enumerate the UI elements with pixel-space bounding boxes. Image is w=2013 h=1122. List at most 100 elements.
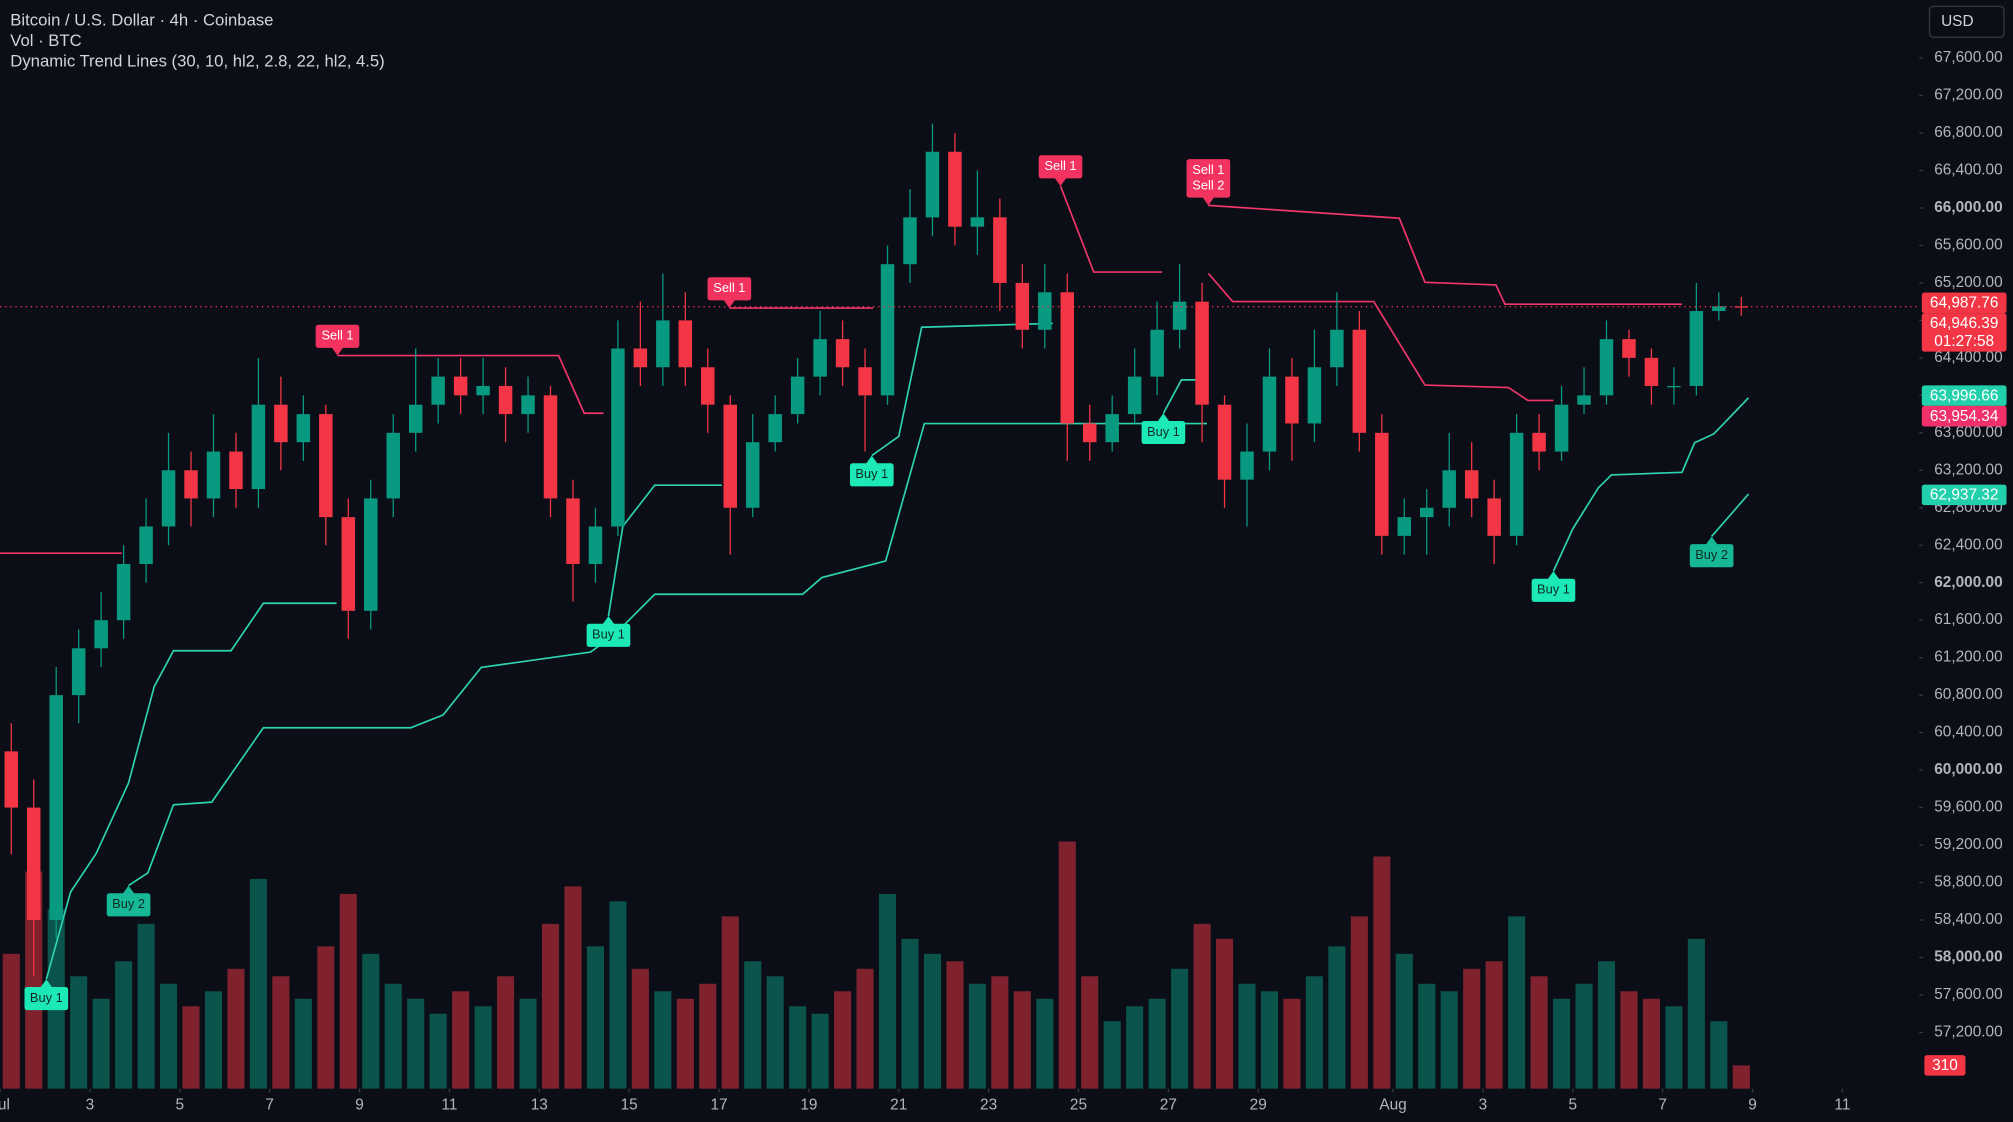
volume-bar xyxy=(1148,998,1166,1089)
signal-pointer xyxy=(1157,413,1170,423)
signal-label: Buy 1 xyxy=(1147,424,1180,439)
volume-bar xyxy=(1260,991,1279,1089)
candle-body xyxy=(1689,311,1704,386)
candle-body xyxy=(1060,292,1075,424)
volume-bar xyxy=(384,983,402,1089)
candle-body xyxy=(880,264,895,396)
volume-bar xyxy=(160,983,178,1089)
volume-bar xyxy=(1642,998,1660,1089)
candle-body xyxy=(1712,306,1726,312)
candle-body xyxy=(453,376,468,396)
candle-body xyxy=(408,404,423,433)
x-tick-label: 9 xyxy=(1748,1096,1757,1113)
volume-bar xyxy=(519,998,537,1089)
candle-body xyxy=(1554,404,1569,452)
volume-bar xyxy=(429,1013,447,1089)
candle-body xyxy=(161,470,176,527)
y-tick-label: 60,800.00 xyxy=(1934,686,2002,703)
candle-body xyxy=(251,404,266,490)
y-tick-label: 58,400.00 xyxy=(1934,911,2002,928)
candle-body xyxy=(858,367,872,396)
signal: Buy 1 xyxy=(1531,571,1576,602)
volume-bar xyxy=(2,953,20,1089)
y-tick-label: 62,400.00 xyxy=(1934,536,2002,553)
y-tick-label: 61,600.00 xyxy=(1934,611,2002,628)
volume-bar xyxy=(1193,923,1211,1089)
signal: Buy 1 xyxy=(586,616,631,647)
volume-bar xyxy=(1305,976,1323,1089)
volume-bar xyxy=(452,991,470,1089)
signal: Buy 1 xyxy=(1141,413,1186,445)
x-tick-label: 7 xyxy=(1658,1096,1667,1113)
y-tick-label: 63,600.00 xyxy=(1934,424,2002,441)
volume-bar xyxy=(1553,998,1571,1089)
x-tick-label: 27 xyxy=(1160,1096,1177,1113)
candle-body xyxy=(229,451,243,490)
candle-body xyxy=(903,217,917,265)
volume-bar xyxy=(856,968,874,1089)
volume-bar xyxy=(609,901,627,1089)
y-tick-label: 61,200.00 xyxy=(1934,649,2002,666)
price-tag-label: 64,987.76 xyxy=(1930,295,1998,312)
y-tick-label: 65,200.00 xyxy=(1934,274,2002,291)
volume-bar xyxy=(878,893,897,1089)
countdown-label: 01:27:58 xyxy=(1934,333,1994,350)
volume-bar xyxy=(497,976,515,1089)
candle-body xyxy=(431,376,445,405)
volume-bar xyxy=(631,968,649,1089)
price-tag xyxy=(1921,292,2007,314)
x-tick-label: 7 xyxy=(265,1096,274,1113)
candle-body xyxy=(1150,329,1164,377)
candle-body xyxy=(1487,498,1501,536)
volume-bar xyxy=(744,961,762,1089)
y-tick-label: 58,000.00 xyxy=(1934,949,2002,966)
volume-bar xyxy=(586,946,604,1089)
candle-body xyxy=(1532,432,1546,452)
x-tick-label: 11 xyxy=(1834,1096,1850,1113)
volume-tag-label: 310 xyxy=(1932,1057,1958,1074)
signal-box xyxy=(315,324,360,348)
volume-bar xyxy=(1620,991,1638,1089)
volume-bar xyxy=(946,961,964,1089)
volume-bar xyxy=(92,998,110,1089)
y-tick-label: 57,600.00 xyxy=(1934,986,2002,1003)
indicator-legend: Dynamic Trend Lines (30, 10, hl2, 2.8, 2… xyxy=(10,52,384,71)
y-tick-label: 65,600.00 xyxy=(1934,237,2002,254)
y-tick-label: 60,000.00 xyxy=(1934,761,2002,778)
candle-body xyxy=(184,470,198,499)
volume-bar xyxy=(1732,1065,1750,1089)
candle-body xyxy=(4,751,19,808)
candle-body xyxy=(790,376,805,415)
candle-body xyxy=(1622,339,1636,358)
candle-body xyxy=(768,414,782,443)
y-tick-label: 59,200.00 xyxy=(1934,836,2002,853)
volume-bar xyxy=(1508,916,1526,1089)
candle-body xyxy=(1105,414,1119,443)
volume-bar xyxy=(407,998,425,1089)
volume-bar xyxy=(339,893,357,1089)
signal-pointer xyxy=(1054,177,1067,187)
currency-label[interactable]: USD xyxy=(1941,13,1974,30)
volume-bar xyxy=(249,878,267,1089)
y-tick-label: 67,200.00 xyxy=(1934,87,2002,104)
candle-body xyxy=(1375,432,1389,536)
currency-button[interactable] xyxy=(1928,5,2005,38)
signal-box xyxy=(849,463,894,487)
signal-box xyxy=(1186,159,1231,198)
signal-label: Buy 1 xyxy=(592,627,625,642)
candle-body xyxy=(1240,451,1254,480)
signal-box xyxy=(1038,155,1083,179)
volume-bar xyxy=(362,953,380,1089)
signal-box xyxy=(1531,578,1576,602)
volume-bar xyxy=(721,916,739,1089)
volume-bar xyxy=(923,953,941,1089)
signal: Sell 1 xyxy=(1038,155,1083,187)
signal-box xyxy=(1141,420,1186,445)
candle-body xyxy=(49,695,63,920)
candle-body xyxy=(1172,301,1187,330)
signal-box xyxy=(1689,544,1734,568)
signal-pointer xyxy=(865,455,879,465)
candle-body xyxy=(633,348,648,368)
signal: Sell 1 xyxy=(315,324,360,356)
volume-bar xyxy=(227,968,245,1089)
